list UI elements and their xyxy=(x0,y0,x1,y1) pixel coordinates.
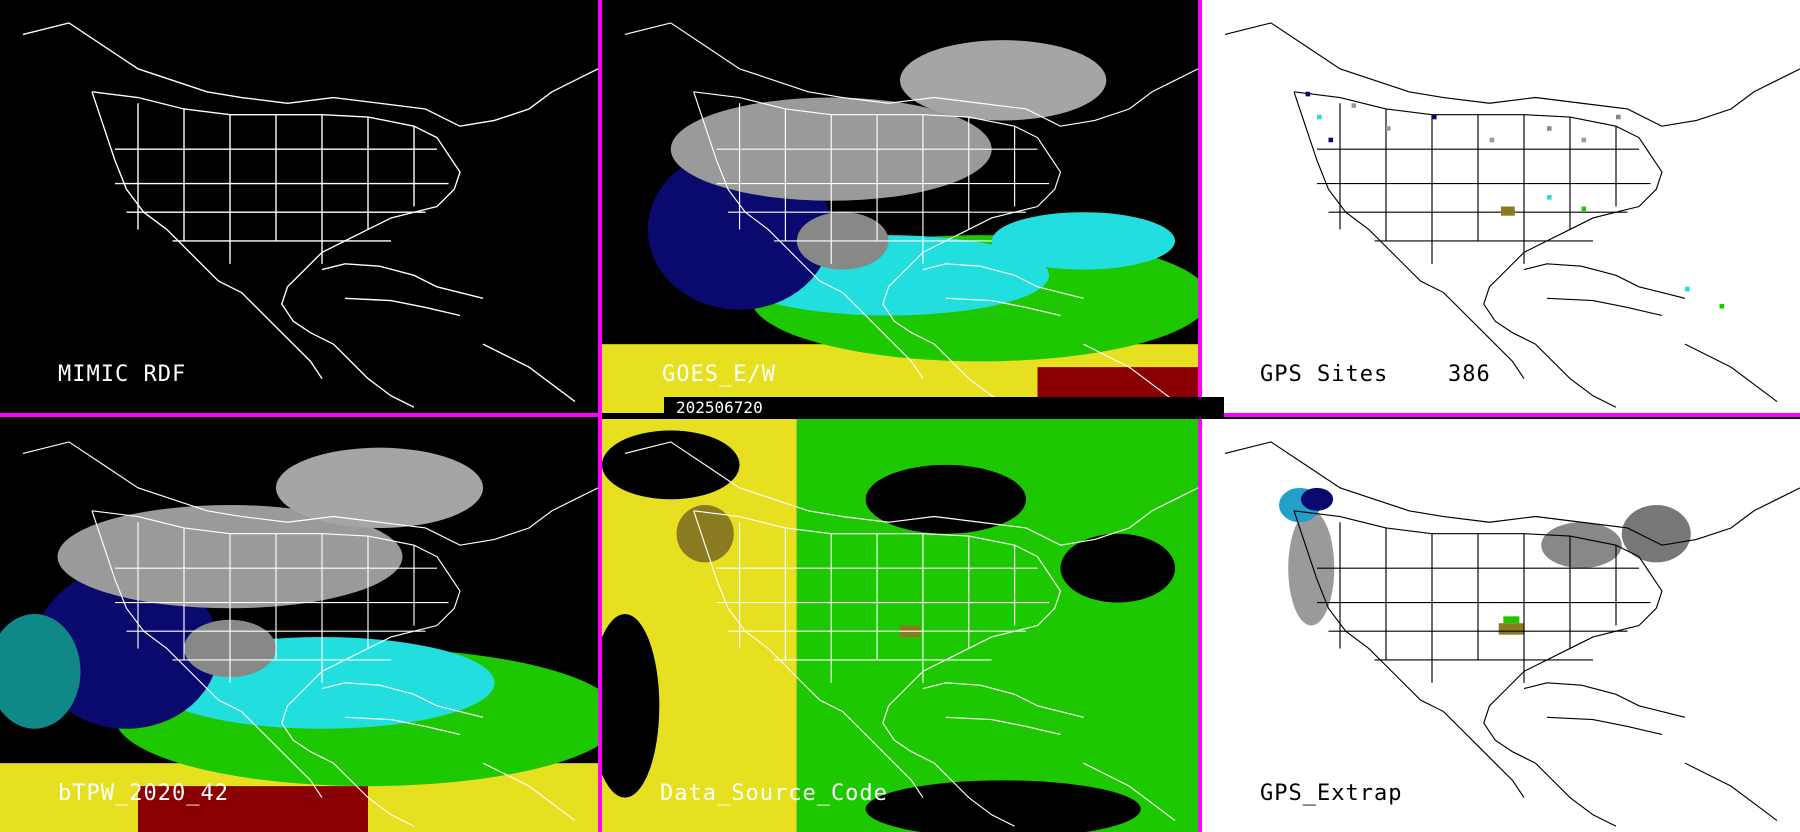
map-gps-sites xyxy=(1224,22,1800,408)
divider-horizontal-right xyxy=(1202,413,1800,417)
panel-label-gps-sites: GPS Sites xyxy=(1260,362,1389,387)
divider-horizontal-left xyxy=(0,413,598,417)
panel-label-data-source: Data_Source_Code xyxy=(660,781,888,806)
panel-label-mimic-rdf: MIMIC RDF xyxy=(58,362,187,387)
timestamp-label: 202506720 xyxy=(664,397,1224,419)
gps-site-markers xyxy=(1305,91,1725,309)
panel-goes: GOES_E/W xyxy=(602,0,1198,413)
map-goes xyxy=(602,22,1198,413)
panel-label-gps-extrap: GPS_Extrap xyxy=(1260,781,1403,806)
panel-gps-extrap: GPS_Extrap xyxy=(1202,419,1800,832)
gps-site-count: 386 xyxy=(1448,362,1491,387)
panel-mimic-rdf: MIMIC RDF xyxy=(0,0,598,413)
map-btpw xyxy=(0,441,598,832)
panel-data-source: Data_Source_Code xyxy=(602,419,1198,832)
map-gps-extrap xyxy=(1224,441,1800,827)
panel-label-btpw: bTPW_2020_42 xyxy=(58,781,229,806)
panel-btpw: bTPW_2020_42 xyxy=(0,419,598,832)
map-data-source xyxy=(602,419,1198,832)
panel-label-goes: GOES_E/W xyxy=(662,362,776,387)
panel-gps-sites: GPS Sites 386 xyxy=(1202,0,1800,413)
map-mimic-rdf xyxy=(22,22,598,408)
divider-vertical-left xyxy=(598,0,602,832)
